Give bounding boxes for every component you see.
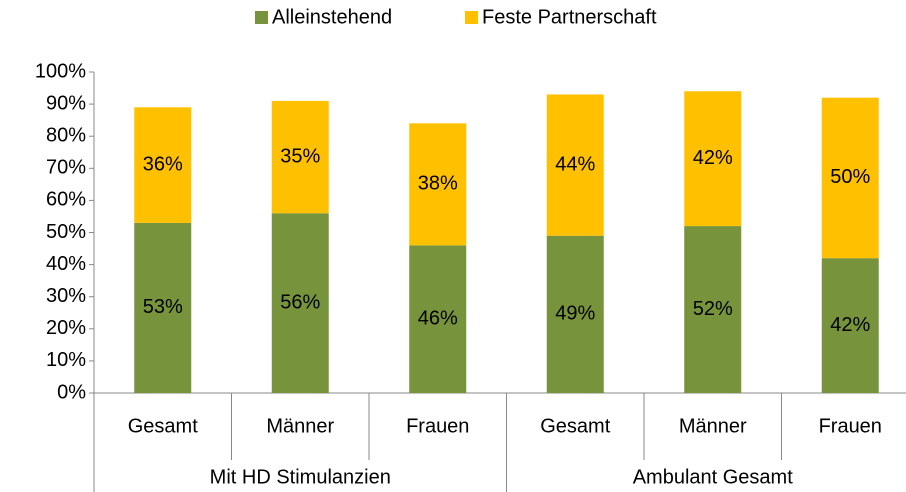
bar-segment (821, 97, 879, 259)
group-label: Ambulant Gesamt (633, 466, 794, 488)
data-label: 50% (830, 166, 870, 188)
data-label: 38% (418, 173, 458, 195)
y-tick-label: 80% (46, 124, 86, 146)
bar-segment (134, 222, 192, 393)
legend-label: Feste Partnerschaft (482, 6, 657, 28)
data-label: 52% (693, 298, 733, 320)
bar-segment (546, 94, 604, 236)
legend-swatch (255, 11, 268, 24)
y-tick-label: 60% (46, 189, 86, 211)
data-label: 35% (280, 145, 320, 167)
bar-segment (684, 91, 742, 227)
y-tick-label: 20% (46, 317, 86, 339)
data-label: 56% (280, 291, 320, 313)
bar-segment (271, 100, 329, 214)
data-label: 42% (830, 314, 870, 336)
y-tick-label: 100% (35, 60, 86, 82)
x-tick-label: Männer (266, 415, 334, 437)
x-tick-label: Frauen (819, 415, 882, 437)
x-tick-label: Männer (679, 415, 747, 437)
bar-segment (409, 123, 467, 246)
legend-label: Alleinstehend (272, 6, 392, 28)
bar-segment (409, 245, 467, 393)
y-tick-label: 30% (46, 285, 86, 307)
bar-segment (821, 258, 879, 393)
y-tick-label: 90% (46, 92, 86, 114)
bar-segment (684, 226, 742, 393)
x-tick-label: Gesamt (128, 415, 198, 437)
y-tick-label: 0% (57, 381, 86, 403)
x-tick-label: Frauen (406, 415, 469, 437)
data-label: 36% (143, 153, 183, 175)
data-label: 53% (143, 296, 183, 318)
data-label: 42% (693, 147, 733, 169)
group-label: Mit HD Stimulanzien (210, 466, 391, 488)
y-tick-label: 70% (46, 157, 86, 179)
data-label: 44% (555, 153, 595, 175)
bar-segment (546, 235, 604, 393)
x-tick-label: Gesamt (540, 415, 610, 437)
legend-swatch (465, 11, 478, 24)
y-tick-label: 40% (46, 253, 86, 275)
data-label: 49% (555, 303, 595, 325)
bar-segment (271, 213, 329, 393)
bar-segment (134, 107, 192, 223)
y-tick-label: 10% (46, 349, 86, 371)
data-label: 46% (418, 307, 458, 329)
y-tick-label: 50% (46, 221, 86, 243)
